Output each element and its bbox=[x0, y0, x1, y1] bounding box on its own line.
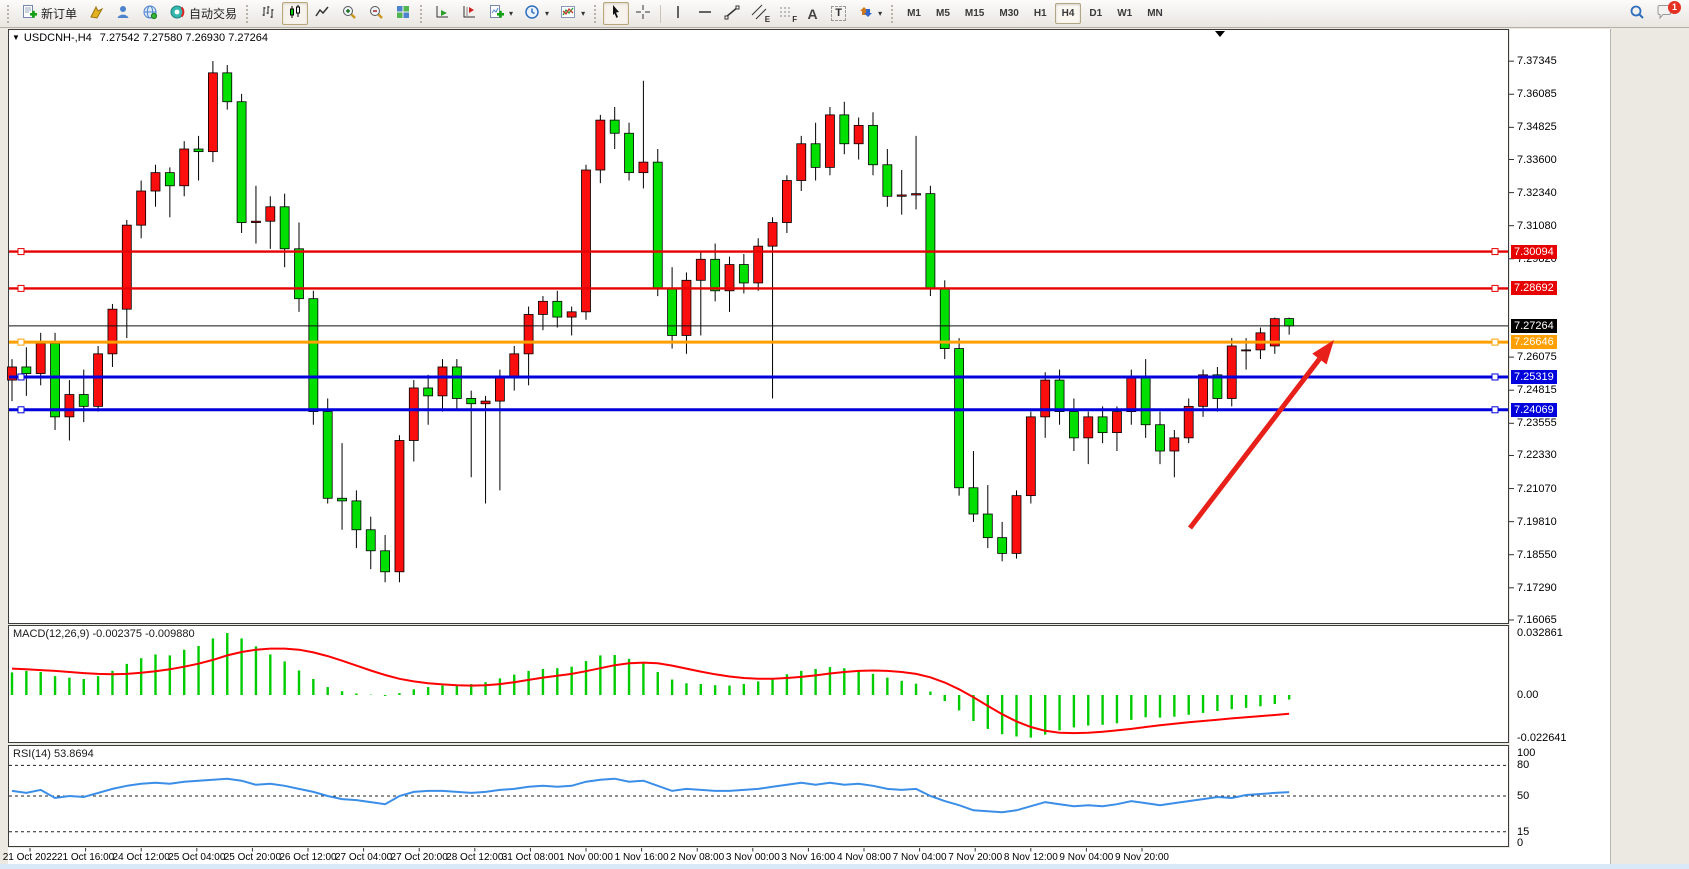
chevron-down-icon: ▾ bbox=[545, 9, 550, 18]
signals-button[interactable] bbox=[137, 2, 163, 25]
equidistant-channel-icon bbox=[751, 4, 767, 23]
cursor-icon bbox=[608, 4, 624, 23]
clock-icon bbox=[524, 4, 540, 23]
notifications-button[interactable]: 1 bbox=[1651, 1, 1681, 25]
toolbar: 新订单 自动交易 bbox=[0, 0, 1689, 28]
timeframe-w1[interactable]: W1 bbox=[1110, 3, 1139, 24]
ohlc-bars-icon bbox=[260, 4, 276, 23]
search-button[interactable] bbox=[1624, 2, 1650, 25]
text-icon: A bbox=[807, 5, 818, 22]
candlestick-icon bbox=[287, 4, 303, 23]
chart-shift-button[interactable] bbox=[456, 2, 482, 25]
line-chart-icon bbox=[314, 4, 330, 23]
chevron-down-icon: ▾ bbox=[509, 9, 514, 18]
fibonacci-button[interactable]: F bbox=[773, 2, 799, 25]
cursor-button[interactable] bbox=[603, 2, 630, 25]
tile-windows-icon bbox=[395, 4, 411, 23]
gold-arrow-button[interactable] bbox=[83, 2, 109, 25]
timeframe-h1[interactable]: H1 bbox=[1027, 3, 1054, 24]
channel-button[interactable]: E bbox=[746, 2, 772, 25]
horizontal-line-icon bbox=[697, 4, 713, 23]
auto-trading-icon bbox=[169, 4, 185, 23]
timeframe-mn[interactable]: MN bbox=[1140, 3, 1170, 24]
channel-letter: E bbox=[764, 15, 771, 24]
arrows-icon bbox=[857, 4, 873, 23]
timeframe-m30[interactable]: M30 bbox=[992, 3, 1025, 24]
indicators-icon bbox=[560, 4, 576, 23]
person-icon bbox=[115, 4, 131, 23]
auto-scroll-icon bbox=[434, 4, 450, 23]
chart-shift-icon bbox=[461, 4, 477, 23]
fibonacci-icon bbox=[778, 4, 794, 23]
timeframe-h4[interactable]: H4 bbox=[1054, 3, 1082, 24]
globe-signal-icon bbox=[142, 4, 158, 23]
new-chart-dropdown[interactable]: ▾ bbox=[483, 2, 518, 25]
timeframe-m15[interactable]: M15 bbox=[958, 3, 991, 24]
text-label-button[interactable]: T bbox=[826, 2, 851, 25]
timeframe-m5[interactable]: M5 bbox=[929, 3, 957, 24]
chevron-down-icon: ▾ bbox=[878, 9, 883, 18]
text-button[interactable]: A bbox=[800, 2, 825, 25]
toolbar-grip[interactable] bbox=[7, 4, 12, 23]
toolbar-grip[interactable] bbox=[246, 4, 251, 23]
timeframe-m1[interactable]: M1 bbox=[900, 3, 928, 24]
zoom-in-icon bbox=[341, 4, 357, 23]
zoom-in-button[interactable] bbox=[336, 2, 362, 25]
auto-trading-button[interactable]: 自动交易 bbox=[164, 2, 242, 25]
periods-dropdown[interactable]: ▾ bbox=[519, 2, 554, 25]
trendline-button[interactable] bbox=[719, 2, 745, 25]
vertical-line-icon bbox=[670, 4, 686, 23]
auto-trading-label: 自动交易 bbox=[189, 7, 238, 21]
gold-arrow-icon bbox=[88, 4, 104, 23]
community-button[interactable] bbox=[110, 2, 136, 25]
timeframe-d1[interactable]: D1 bbox=[1082, 3, 1109, 24]
chevron-down-icon: ▾ bbox=[581, 9, 586, 18]
new-order-label: 新订单 bbox=[41, 7, 78, 21]
timeframe-group: M1 M5 M15 M30 H1 H4 D1 W1 MN bbox=[900, 3, 1170, 24]
templates-dropdown[interactable]: ▾ bbox=[555, 2, 590, 25]
arrows-dropdown[interactable]: ▾ bbox=[852, 2, 887, 25]
crosshair-button[interactable] bbox=[630, 2, 656, 25]
tile-windows-button[interactable] bbox=[390, 2, 416, 25]
new-chart-icon bbox=[488, 4, 505, 23]
bar-chart-button[interactable] bbox=[255, 2, 281, 25]
toolbar-grip[interactable] bbox=[891, 4, 896, 23]
zoom-out-icon bbox=[368, 4, 384, 23]
new-order-icon bbox=[21, 4, 37, 23]
vertical-line-button[interactable] bbox=[665, 2, 691, 25]
toolbar-grip[interactable] bbox=[594, 4, 599, 23]
text-label-icon: T bbox=[831, 6, 846, 21]
trendline-icon bbox=[724, 4, 740, 23]
fibonacci-letter: F bbox=[792, 15, 798, 24]
horizontal-line-button[interactable] bbox=[692, 2, 718, 25]
candlestick-chart-button[interactable] bbox=[282, 2, 309, 25]
notification-badge: 1 bbox=[1668, 1, 1681, 14]
search-icon bbox=[1629, 4, 1645, 23]
crosshair-icon bbox=[635, 4, 651, 23]
auto-scroll-button[interactable] bbox=[429, 2, 455, 25]
line-chart-button[interactable] bbox=[309, 2, 335, 25]
toolbar-grip[interactable] bbox=[420, 4, 425, 23]
zoom-out-button[interactable] bbox=[363, 2, 389, 25]
new-order-button[interactable]: 新订单 bbox=[16, 2, 82, 25]
